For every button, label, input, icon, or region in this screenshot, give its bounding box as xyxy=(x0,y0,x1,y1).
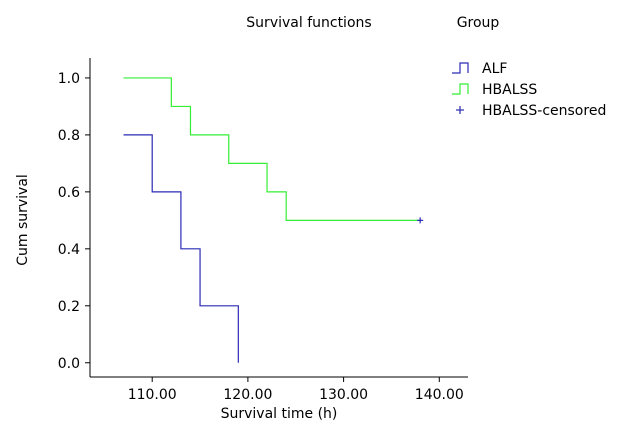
survival-step-line xyxy=(123,77,421,221)
legend-item-hbalss: HBALSS xyxy=(452,82,537,98)
survival-step-line xyxy=(123,134,239,363)
x-tick-label: 140.00 xyxy=(415,387,464,403)
y-tick-label: 0.8 xyxy=(58,128,80,144)
legend-label: HBALSS-censored xyxy=(482,103,606,119)
series-hbalss xyxy=(123,77,424,224)
x-tick-label: 110.00 xyxy=(128,387,177,403)
series-alf xyxy=(123,134,239,363)
legend-item-hbalss-censored: HBALSS-censored xyxy=(456,103,606,119)
y-tick-label: 1.0 xyxy=(58,71,80,87)
legend-swatch xyxy=(452,83,469,95)
tick-group: 110.00 120.00 130.00 140.00 0.0 0.2 0.4 0.6 0.8 1… xyxy=(58,71,464,403)
legend-swatch xyxy=(452,62,469,74)
chart-title: Survival functions xyxy=(246,15,371,31)
censored-marker xyxy=(417,217,424,224)
legend-label: ALF xyxy=(482,61,507,77)
legend-item-alf: ALF xyxy=(452,61,507,77)
y-tick-label: 0.0 xyxy=(58,356,80,372)
x-tick-label: 130.00 xyxy=(319,387,368,403)
y-tick-label: 0.6 xyxy=(58,185,80,201)
legend: ALF HBALSS HBALSS-censored xyxy=(452,61,606,119)
axes xyxy=(89,58,468,378)
x-axis-label: Survival time (h) xyxy=(221,406,338,422)
legend-label: HBALSS xyxy=(482,82,537,98)
y-tick-label: 0.4 xyxy=(58,242,80,258)
plot-area xyxy=(123,77,424,363)
y-tick-label: 0.2 xyxy=(58,299,80,315)
y-axis-label: Cum survival xyxy=(15,174,31,266)
legend-title: Group xyxy=(457,15,500,31)
x-tick-label: 120.00 xyxy=(223,387,272,403)
